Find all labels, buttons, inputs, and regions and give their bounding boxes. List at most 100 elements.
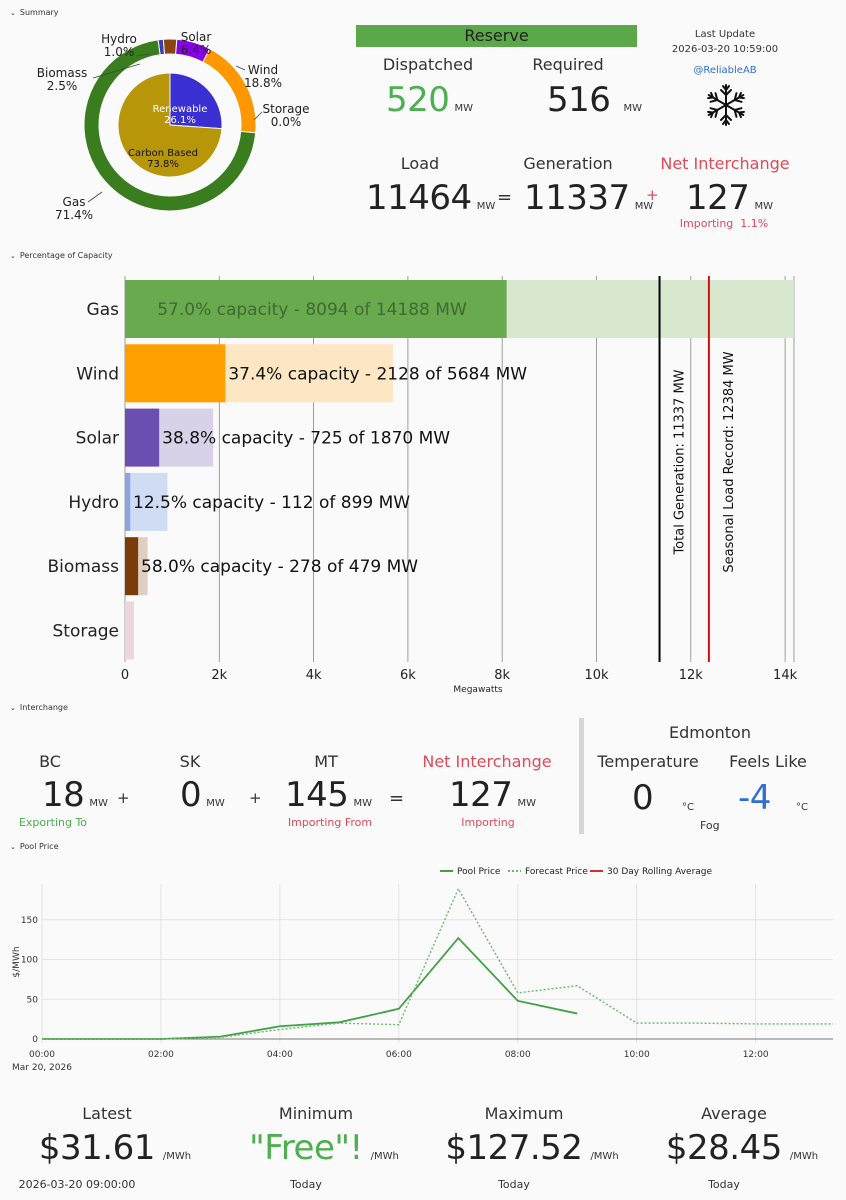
interchange-section-toggle[interactable]: ⌄ Interchange [10,703,68,712]
donut-inner-slice-carbon-based [117,72,223,178]
legend-entry[interactable]: Pool Price [457,867,501,877]
capacity-x-tick: 12k [679,668,704,683]
snowflake-icon [705,84,747,126]
legend-entry[interactable]: 30 Day Rolling Average [607,867,713,877]
capacity-bar-solar [125,408,160,467]
required-value: 516 [547,80,611,120]
donut-label-wind: Wind [248,63,278,77]
temperature-value: 0 [632,778,654,818]
sk-value: 0 [180,775,202,815]
donut-inner-pct: 73.8% [147,159,179,170]
stat-subtitle: Today [290,1178,322,1191]
stat-unit: /MWh [590,1151,619,1162]
sk-unit: MW [206,798,225,809]
price-y-axis-label: $/MWh [12,946,22,977]
chevron-down-icon: ⌄ [10,251,16,260]
donut-leader-line [235,65,246,71]
capacity-bar-biomass [125,537,139,596]
generation-label: Generation [523,154,613,173]
capacity-bar-gas [125,280,507,338]
capacity-bar-label: 12.5% capacity - 112 of 899 MW [133,493,410,513]
capacity-row-label: Wind [76,364,119,384]
bc-unit: MW [89,798,108,809]
capacity-x-tick: 4k [306,668,322,683]
stat-label: Maximum [484,1104,564,1123]
capacity-row-label: Hydro [68,493,119,513]
load-unit: MW [476,201,496,212]
capacity-x-tick: 2k [211,668,227,683]
capacity-reference-label: Seasonal Load Record: 12384 MW [722,351,737,572]
net-interchange-status: Importing 1.1% [679,217,769,230]
price-x-tick: 04:00 [267,1050,293,1060]
price-y-tick: 0 [32,1035,38,1045]
required-value-group: 516 MW [547,80,642,120]
summary-section-toggle[interactable]: ⌄ Summary [10,8,59,17]
summary-section-title: Summary [19,8,59,17]
capacity-x-tick: 8k [494,668,510,683]
reserve-header: Reserve [356,25,637,47]
price-y-tick: 50 [27,995,39,1005]
price-series-forecast-price [42,887,833,1040]
donut-slice-biomass [162,38,178,55]
stat-value-group: $31.61/MWh [2,1128,228,1168]
capacity-section-toggle[interactable]: ⌄ Percentage of Capacity [10,251,113,260]
capacity-x-axis-label: Megawatts [453,685,502,695]
stat-value-group: "Free"! /MWh [211,1128,437,1168]
pool-price-section-title: Pool Price [19,842,59,851]
donut-pct-wind: 18.8% [244,76,282,90]
interchange-net-unit: MW [517,798,537,809]
generation-value-group: 11337 MW [524,178,653,218]
generation-value: 11337 [524,178,630,218]
pool-price-section-toggle[interactable]: ⌄ Pool Price [10,842,58,851]
donut-label-solar: Solar [181,30,212,44]
interchange-net-value-group: 127 MW [449,775,536,815]
interchange-net-value: 127 [449,775,513,815]
capacity-bar-wind [125,344,226,403]
net-interchange-value: 127 [686,178,750,218]
mt-value-group: 145 MW [285,775,372,815]
stat-value: $127.52 [445,1128,583,1168]
price-date-label: Mar 20, 2026 [12,1063,72,1073]
interchange-section-title: Interchange [19,703,68,712]
stat-unit: /MWh [789,1151,819,1162]
equals-sign: = [389,788,405,809]
donut-label-hydro: Hydro [101,32,137,46]
donut-leader-line [92,63,141,79]
twitter-handle-link[interactable]: @ReliableAB [693,65,757,76]
price-x-tick: 12:00 [743,1050,769,1060]
donut-pct-gas: 71.4% [55,208,93,222]
donut-leader-line [87,191,103,203]
stat-value-group: $28.45/MWh [629,1128,846,1168]
price-x-tick: 10:00 [624,1050,650,1060]
interchange-net-label: Net Interchange [422,752,552,771]
last-update-label: Last Update [694,29,756,40]
capacity-x-tick: 14k [773,668,798,683]
donut-pct-hydro: 1.0% [104,45,135,59]
stat-label: Minimum [278,1104,354,1123]
equals-sign: = [497,187,513,208]
stat-value-group: $127.52/MWh [419,1128,645,1168]
capacity-bar-label: 37.4% capacity - 2128 of 5684 MW [228,364,527,384]
stat-subtitle: 2026-03-20 09:00:00 [18,1178,136,1191]
last-update-time: 2026-03-20 10:59:00 [671,44,779,55]
price-x-tick: 00:00 [29,1050,55,1060]
donut-inner-label: Carbon Based [128,148,198,159]
plus-sign: + [117,789,130,807]
legend-entry[interactable]: Forecast Price [525,867,588,877]
stat-subtitle: Today [708,1178,740,1191]
pool-price-line-chart: 0 50 100 150 00:00 02:00 04:00 06:00 08:00 10:00 1… [12,867,833,1073]
chevron-down-icon: ⌄ [10,703,16,712]
chevron-down-icon: ⌄ [10,842,16,851]
stat-label: Average [701,1104,767,1123]
bc-value-group: 18 MW [42,775,108,815]
donut-pct-solar: 6.4% [181,43,212,57]
interchange-net-status: Importing [461,816,515,829]
weather-city: Edmonton [669,723,751,742]
price-x-tick: 06:00 [386,1050,412,1060]
bc-status: Exporting To [18,816,88,829]
weather-divider [579,718,584,834]
dispatched-unit: MW [454,103,474,114]
bc-label: BC [39,752,61,771]
feels-like-unit: °C [796,802,808,813]
